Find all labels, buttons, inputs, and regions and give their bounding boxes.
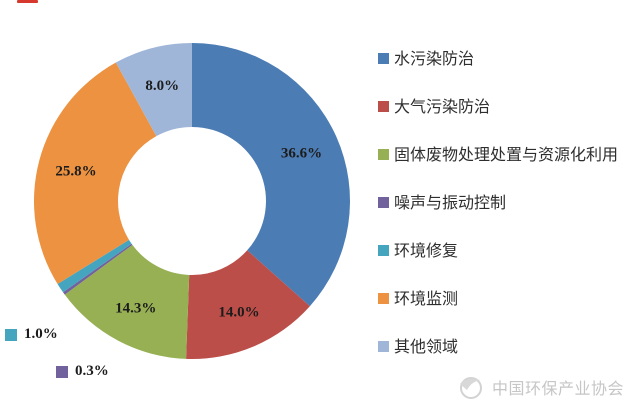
slice-data-label: 25.8% bbox=[55, 164, 96, 180]
legend-item-3: 噪声与振动控制 bbox=[378, 191, 507, 212]
association-logo-icon bbox=[460, 377, 482, 399]
legend-item-5: 环境监测 bbox=[378, 287, 459, 308]
legend-swatch-icon bbox=[378, 197, 389, 208]
pie-slice-2 bbox=[64, 244, 190, 359]
slice-data-label: 14.0% bbox=[218, 305, 259, 321]
slice-data-label: 36.6% bbox=[281, 145, 322, 161]
outside-data-label: 1.0% bbox=[5, 326, 58, 343]
top-left-red-dash bbox=[17, 0, 38, 3]
legend-swatch-icon bbox=[378, 341, 389, 352]
legend-label: 环境监测 bbox=[394, 291, 459, 308]
legend-key-icon bbox=[56, 365, 68, 378]
legend-swatch-icon bbox=[378, 293, 389, 304]
legend-swatch-icon bbox=[378, 101, 389, 112]
pie-slice-6 bbox=[115, 43, 192, 137]
slice-data-label: 14.3% bbox=[115, 300, 156, 316]
pie-slice-4 bbox=[57, 239, 132, 293]
chart-legend: 水污染防治大气污染防治固体废物处理处置与资源化利用 噪声与振动控制 环境修复环境监测… bbox=[378, 0, 632, 370]
pie-slice-3 bbox=[63, 243, 133, 295]
legend-item-4: 环境修复 bbox=[378, 239, 459, 260]
outside-data-label: 0.3% bbox=[56, 363, 109, 380]
legend-item-0: 水污染防治 bbox=[378, 47, 475, 68]
legend-label: 水污染防治 bbox=[394, 51, 475, 68]
pie-slice-0 bbox=[192, 43, 351, 307]
legend-item-6: 其他领域 bbox=[378, 335, 459, 356]
legend-label: 固体废物处理处置与资源化利用 bbox=[394, 147, 619, 164]
legend-label: 大气污染防治 bbox=[394, 99, 491, 116]
outside-label-text: 1.0% bbox=[24, 326, 58, 342]
legend-item-2: 固体废物处理处置与资源化利用 bbox=[378, 143, 619, 164]
outside-label-text: 0.3% bbox=[75, 363, 109, 379]
legend-swatch-icon bbox=[378, 53, 389, 64]
legend-label: 环境修复 bbox=[394, 243, 459, 260]
pie-slice-1 bbox=[186, 250, 310, 360]
legend-label: 噪声与振动控制 bbox=[394, 195, 507, 212]
slice-data-label: 8.0% bbox=[145, 78, 179, 94]
legend-key-icon bbox=[5, 328, 17, 341]
legend-label: 其他领域 bbox=[394, 339, 459, 356]
pie-slice-5 bbox=[33, 62, 157, 284]
legend-swatch-icon bbox=[378, 149, 389, 160]
watermark: 中国环保产业协会 bbox=[456, 372, 624, 402]
watermark-text: 中国环保产业协会 bbox=[492, 381, 625, 398]
legend-item-1: 大气污染防治 bbox=[378, 95, 491, 116]
legend-swatch-icon bbox=[378, 245, 389, 256]
